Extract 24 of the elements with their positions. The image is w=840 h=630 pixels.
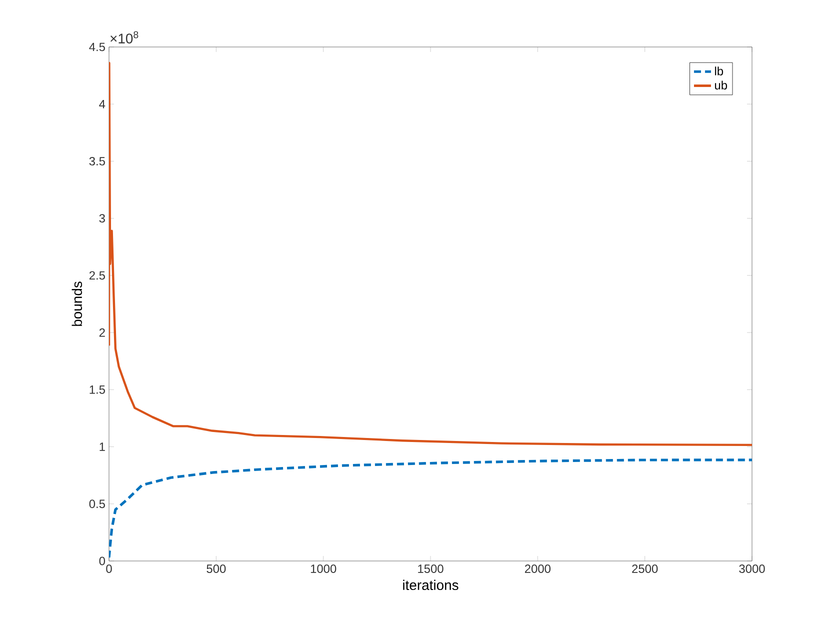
x-tick-label: 0 <box>106 564 112 573</box>
y-tick-label: 0.5 <box>89 500 105 508</box>
x-axis-title: iterations <box>403 580 458 590</box>
x-tick-label: 500 <box>206 564 226 573</box>
line-series <box>109 458 752 559</box>
y-tick-label: 2.5 <box>89 271 105 280</box>
x-tick-label: 1000 <box>310 564 336 573</box>
line-series <box>109 62 752 446</box>
x-tick-label: 1500 <box>418 564 444 573</box>
x-tick-label: 2500 <box>632 564 658 573</box>
legend-label: lb <box>715 66 724 76</box>
x-tick-label: 3000 <box>739 564 765 573</box>
y-tick-label: 3 <box>99 214 105 223</box>
x-tick-label: 2000 <box>524 564 551 573</box>
text: ×10$^{8}$ <box>110 31 138 44</box>
y-tick-label: 0 <box>99 556 106 566</box>
legend-label: ub <box>715 80 728 90</box>
y-tick-label: 2 <box>99 328 105 337</box>
y-axis-title: bounds <box>72 282 82 326</box>
y-tick-label: 3.5 <box>89 156 105 166</box>
y-tick-label: 1 <box>100 442 105 451</box>
y-tick-label: 4.5 <box>89 42 105 52</box>
y-tick-label: 4 <box>99 100 106 108</box>
y-tick-label: 1.5 <box>90 385 105 394</box>
